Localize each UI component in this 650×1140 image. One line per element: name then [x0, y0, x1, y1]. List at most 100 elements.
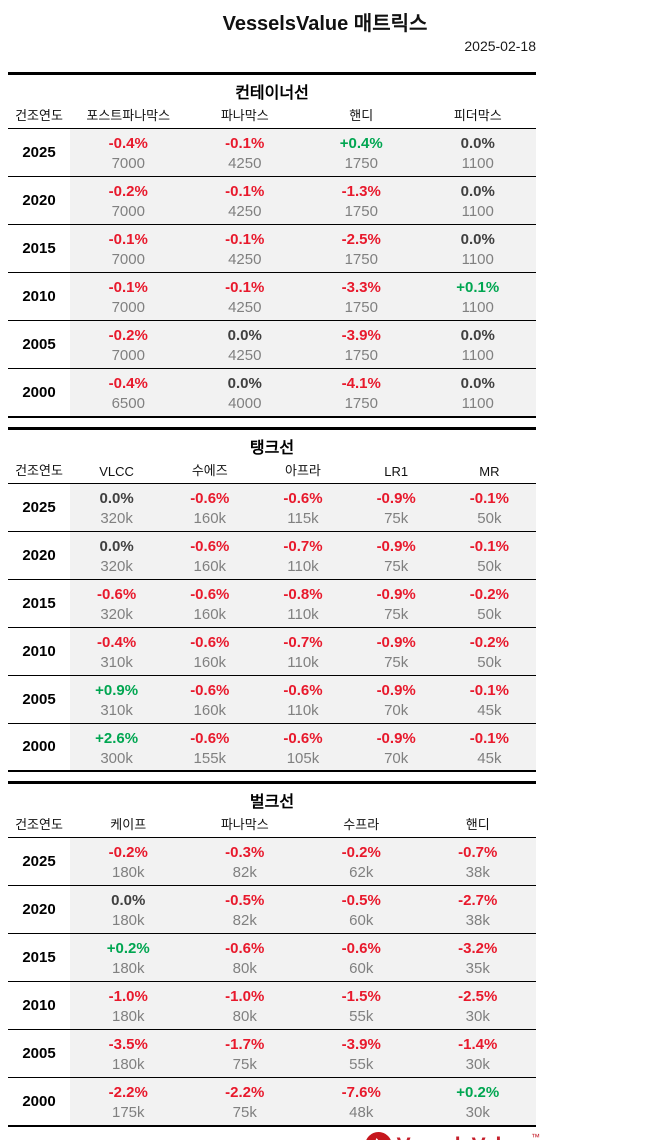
- column-header-row: 건조연도 포스트파나막스 파나막스 핸디 피더막스: [8, 104, 536, 129]
- value: 180k: [111, 1056, 145, 1073]
- value: 320k: [100, 557, 133, 575]
- pct-change: -0.6%: [283, 729, 323, 747]
- value: 55k: [349, 1008, 374, 1025]
- data-row: 2025 -0.2% 180k -0.3% 82k -0.2% 62k -0.7% 38k: [8, 837, 536, 886]
- pct-change: -1.3%: [341, 183, 381, 200]
- value-cell: 0.0% 1100: [419, 320, 536, 369]
- pct-change: -0.2%: [108, 844, 148, 861]
- build-year: 2005: [8, 675, 70, 723]
- pct-change: -4.1%: [341, 375, 381, 392]
- pct-change: -0.3%: [225, 844, 265, 861]
- value: 1750: [344, 251, 378, 268]
- value: 35k: [465, 960, 490, 977]
- section-title-bulker: 벌크선: [8, 781, 536, 813]
- footer: VesselsValue ™: [8, 1131, 540, 1140]
- column-header: MR: [442, 458, 536, 484]
- data-row: 2015 -0.1% 7000 -0.1% 4250 -2.5% 1750 0.0% 1100: [8, 224, 536, 273]
- pct-change: -0.9%: [376, 489, 416, 507]
- build-year: 2000: [8, 723, 70, 771]
- pct-change: -0.9%: [376, 537, 416, 555]
- value: 82k: [232, 912, 257, 929]
- value: 30k: [465, 1008, 490, 1025]
- value-cell: -0.6% 105k: [256, 723, 350, 771]
- value-cell: -0.6% 155k: [163, 723, 257, 771]
- value-cell: -0.9% 70k: [349, 675, 443, 723]
- value-cell: +2.6% 300k: [70, 723, 164, 771]
- build-year: 2025: [8, 837, 70, 886]
- section-title-row: 컨테이너선: [8, 72, 536, 104]
- value-cell: -3.2% 35k: [419, 933, 536, 982]
- build-year: 2020: [8, 885, 70, 934]
- value: 160k: [193, 701, 227, 719]
- pct-change: -3.9%: [341, 1036, 381, 1053]
- value: 320k: [100, 509, 133, 527]
- value-cell: -3.9% 1750: [303, 320, 420, 369]
- pct-change: -1.7%: [225, 1036, 265, 1053]
- value: 7000: [111, 203, 145, 220]
- value-cell: -0.1% 4250: [186, 176, 303, 225]
- pct-change: 0.0%: [460, 327, 495, 344]
- tanker-table: 탱크선 건조연도 VLCC 수에즈 아프라 LR1 MR 2025 0.0% 320k -0.6…: [8, 426, 536, 772]
- value: 7000: [111, 251, 145, 268]
- pct-change: -0.2%: [341, 844, 381, 861]
- column-header: 포스트파나막스: [70, 104, 187, 129]
- value: 1750: [344, 203, 378, 220]
- pct-change: -0.6%: [283, 489, 323, 507]
- build-year: 2010: [8, 981, 70, 1030]
- value: 310k: [100, 653, 133, 671]
- value: 320k: [100, 605, 133, 623]
- build-year: 2010: [8, 627, 70, 675]
- value: 30k: [465, 1104, 490, 1121]
- data-row: 2015 -0.6% 320k -0.6% 160k -0.8% 110k -0.9% 75k -…: [8, 579, 536, 627]
- pct-change: -3.3%: [341, 279, 381, 296]
- value-cell: -0.9% 75k: [349, 483, 443, 531]
- value: 1100: [461, 347, 494, 364]
- value: 38k: [465, 912, 490, 929]
- build-year: 2015: [8, 579, 70, 627]
- value: 75k: [384, 653, 409, 671]
- pct-change: -0.4%: [108, 135, 148, 152]
- pct-change: 0.0%: [227, 327, 262, 344]
- build-year: 2025: [8, 483, 70, 531]
- value: 4250: [228, 155, 262, 172]
- pct-change: 0.0%: [111, 892, 146, 909]
- value: 180k: [111, 960, 145, 977]
- containership-rows: 2025 -0.4% 7000 -0.1% 4250 +0.4% 1750 0.0% 1100 2…: [8, 128, 536, 417]
- pct-change: -1.0%: [225, 988, 265, 1005]
- value: 75k: [232, 1104, 257, 1121]
- pct-change: -0.6%: [190, 489, 230, 507]
- value-cell: -0.6% 160k: [163, 627, 257, 675]
- section-title-row: 벌크선: [8, 781, 536, 813]
- value: 1750: [344, 155, 378, 172]
- pct-change: 0.0%: [460, 183, 495, 200]
- pct-change: -0.1%: [225, 279, 265, 296]
- value-cell: -0.6% 160k: [163, 483, 257, 531]
- value: 175k: [111, 1104, 145, 1121]
- pct-change: +0.2%: [456, 1084, 500, 1101]
- pct-change: -0.2%: [469, 633, 509, 651]
- value: 50k: [477, 557, 502, 575]
- data-row: 2010 -0.4% 310k -0.6% 160k -0.7% 110k -0.9% 75k -…: [8, 627, 536, 675]
- value-cell: -1.7% 75k: [186, 1029, 303, 1078]
- pct-change: -0.6%: [341, 940, 381, 957]
- value-cell: -0.4% 7000: [70, 128, 187, 177]
- pct-change: -2.2%: [108, 1084, 148, 1101]
- pct-change: -0.1%: [469, 729, 509, 747]
- build-year: 2020: [8, 176, 70, 225]
- value: 75k: [384, 557, 409, 575]
- pct-change: -0.1%: [469, 681, 509, 699]
- value: 48k: [349, 1104, 374, 1121]
- pct-change: -0.2%: [108, 327, 148, 344]
- value: 110k: [287, 701, 319, 719]
- pct-change: -0.2%: [469, 585, 509, 603]
- column-header: 피더막스: [419, 104, 536, 129]
- pct-change: -0.1%: [469, 489, 509, 507]
- value-cell: +0.2% 30k: [419, 1077, 536, 1126]
- pct-change: -0.2%: [108, 183, 148, 200]
- value: 60k: [349, 960, 374, 977]
- value-cell: 0.0% 320k: [70, 483, 164, 531]
- pct-change: +0.1%: [456, 279, 500, 296]
- page-title: VesselsValue 매트릭스: [222, 13, 428, 35]
- column-header: 수프라: [303, 813, 420, 838]
- value-cell: -0.9% 75k: [349, 531, 443, 579]
